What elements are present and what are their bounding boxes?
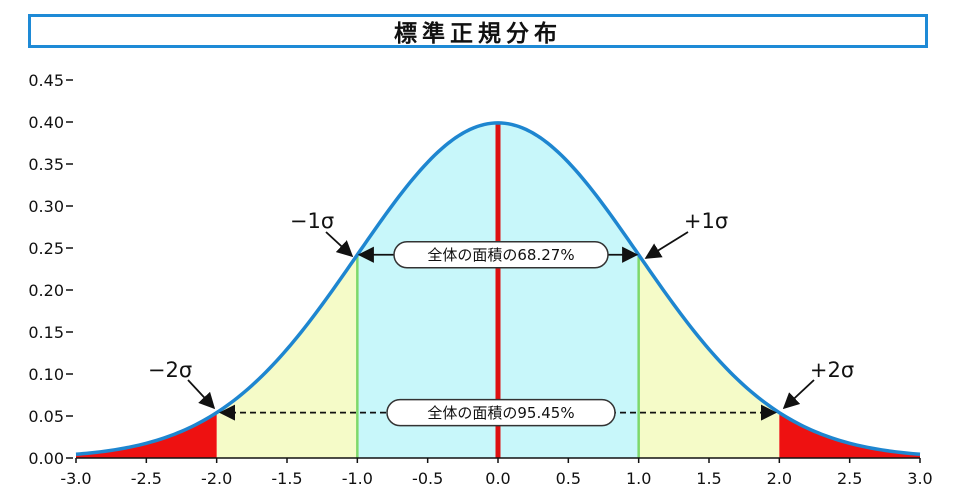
y-tick-label: 0.30 (28, 197, 64, 216)
area1-label: 全体の面積の68.27% (427, 246, 574, 264)
x-tick-label: 1.0 (626, 469, 651, 488)
x-tick-label: -1.0 (342, 469, 373, 488)
minus2-arrow (187, 379, 216, 410)
plus2-arrow (782, 379, 815, 410)
x-tick-label: 0.5 (556, 469, 581, 488)
area2-label: 全体の面積の95.45% (427, 404, 574, 422)
x-tick-label: 0.0 (485, 469, 510, 488)
y-tick-label: 0.20 (28, 281, 64, 300)
y-tick-label: 0.40 (28, 113, 64, 132)
plus1-label: +1σ (684, 209, 728, 233)
chart-title: 標準正規分布 (394, 21, 562, 47)
y-tick-label: 0.25 (28, 239, 64, 258)
area2-label-box (386, 398, 616, 427)
y-tick-label: 0.35 (28, 155, 64, 174)
x-tick-label: -0.5 (412, 469, 443, 488)
minus2-label: −2σ (148, 358, 192, 382)
x-tick-label: 3.0 (907, 469, 932, 488)
curve-group (75, 121, 921, 457)
y-tick-label: 0.00 (28, 449, 64, 468)
plus1-arrow (644, 231, 689, 259)
x-tick-label: 1.5 (696, 469, 721, 488)
region-3 (76, 412, 217, 458)
x-tick-label: -2.5 (131, 469, 162, 488)
y-tick-label: 0.15 (28, 323, 64, 342)
bell-curve (75, 121, 921, 457)
minus1-arrow (325, 231, 354, 258)
x-tick-label: -3.0 (60, 469, 91, 488)
x-tick-label: 2.5 (837, 469, 862, 488)
y-tick-label: 0.45 (28, 71, 64, 90)
x-tick-label: -1.5 (271, 469, 302, 488)
area1-label-box (393, 240, 609, 269)
annotations: 全体の面積の68.27% 全体の面積の95.45% −1σ +1σ −2σ +2σ (148, 209, 854, 427)
y-tick-label: 0.05 (28, 407, 64, 426)
y-tick-label: 0.10 (28, 365, 64, 384)
x-tick-label: 2.0 (767, 469, 792, 488)
minus1-label: −1σ (290, 209, 334, 233)
x-tick-label: -2.0 (201, 469, 232, 488)
plus2-label: +2σ (810, 358, 854, 382)
region-4 (779, 412, 920, 458)
chart-title-box: 標準正規分布 (28, 14, 928, 48)
axes: -3.0 -2.5 -2.0 -1.5 -1.0 -0.5 0.0 0.5 1.0 1.5 2.0 2… (28, 71, 932, 488)
